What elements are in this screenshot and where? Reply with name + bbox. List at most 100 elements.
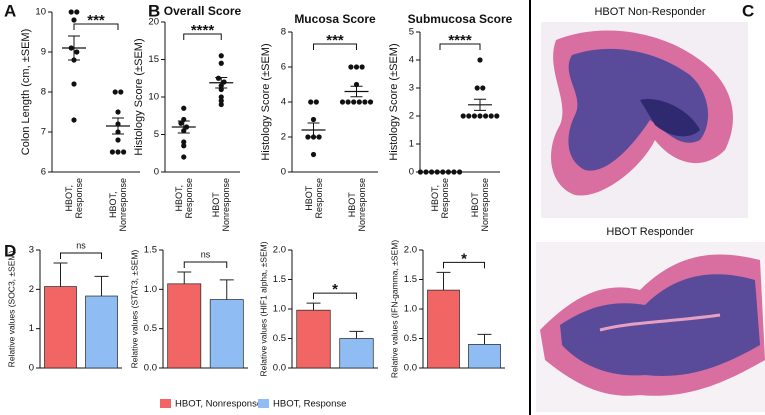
dot (218, 60, 224, 66)
y-tick-label: 1.5 (404, 274, 417, 285)
dot (115, 109, 121, 115)
legend-swatch (258, 399, 269, 408)
x-tick-label: HBOT, Response (173, 178, 194, 219)
y-tick-label: 2 (29, 284, 34, 295)
y-tick-label: 0 (281, 167, 286, 178)
x-tick-label: HBOT Response (303, 178, 324, 219)
error-bar (436, 271, 451, 291)
y-tick-label: 3 (409, 83, 414, 94)
y-tick-label: 2 (409, 111, 414, 122)
y-tick-label: 0 (29, 363, 34, 374)
dot (494, 113, 500, 119)
panel-label: A (4, 1, 16, 20)
y-tick-label: 8 (41, 87, 46, 98)
chart-title: Mucosa Score (294, 12, 376, 26)
dot (181, 105, 187, 111)
dot (483, 113, 489, 119)
y-tick-label: 15 (148, 54, 159, 65)
dot (112, 89, 118, 95)
bar (296, 309, 331, 369)
y-axis-label: Relative values (STAT3, ±SEM) (129, 250, 139, 369)
dot (460, 113, 466, 119)
dot (74, 49, 80, 55)
significance: **** (448, 32, 472, 49)
y-tick-label: 0.5 (404, 333, 417, 344)
significance-bracket (439, 43, 481, 50)
error-bar (94, 275, 109, 297)
y-tick-label: 8 (281, 27, 286, 38)
y-axis-label: Colon Length (cm, ±SEM) (20, 29, 32, 155)
dot (218, 53, 224, 59)
dot (109, 149, 115, 155)
dot (339, 99, 346, 105)
dot (218, 101, 224, 108)
x-tick-label: HBOT, Nonresponse (108, 178, 128, 232)
x-tick-label: HBOT Nonresponse (211, 178, 232, 232)
dot (353, 64, 360, 70)
error-bar (306, 302, 321, 311)
dot (74, 9, 80, 15)
dot (423, 169, 429, 175)
dot (218, 94, 224, 100)
image-title: HBOT Non-Responder (594, 6, 705, 18)
y-tick-label: 5 (154, 129, 159, 140)
dot (367, 99, 374, 105)
legend-label: HBOT, Response (273, 399, 346, 410)
dot (310, 151, 317, 158)
dot (115, 149, 121, 155)
dot (181, 139, 187, 145)
y-axis-label: Histology Score (±SEM) (388, 43, 400, 160)
dot (71, 117, 77, 123)
dot (362, 99, 368, 105)
dot (218, 98, 224, 104)
y-tick-label: 0.5 (273, 333, 286, 344)
panel-label: B (148, 1, 160, 20)
image-title: HBOT Responder (606, 226, 694, 238)
dot (348, 64, 354, 70)
histology-image (536, 22, 765, 412)
y-axis-label: Relative values (IFN-gamma, ±SEM) (389, 240, 399, 379)
dot (457, 169, 463, 175)
significance-bracket (313, 43, 357, 50)
error-bar (177, 271, 192, 284)
significance-bracket (60, 252, 102, 259)
significance: ns (76, 240, 86, 250)
legend-swatch (160, 399, 171, 408)
significance: **** (191, 22, 215, 39)
y-tick-label: 0.0 (273, 363, 286, 374)
dot (471, 113, 477, 119)
y-tick-label: 20 (148, 17, 159, 28)
y-tick-label: 9 (41, 47, 46, 58)
bar (44, 286, 77, 369)
dot (466, 113, 472, 119)
y-tick-label: 10 (35, 7, 46, 18)
dot (115, 137, 121, 143)
sem-bar (112, 117, 124, 135)
significance-bracket (183, 261, 228, 269)
dot (71, 81, 77, 87)
error-bar (477, 333, 492, 345)
chart-title: Overall Score (164, 4, 242, 18)
y-tick-label: 2.0 (273, 245, 286, 256)
significance: *** (87, 12, 105, 29)
sem-bar (307, 122, 320, 138)
dot (313, 99, 319, 105)
x-tick-label: HBOT Nonresponse (470, 178, 490, 232)
y-tick-label: 1.5 (273, 274, 286, 285)
dot (359, 64, 365, 70)
dot (488, 113, 494, 119)
bar (468, 344, 501, 369)
y-tick-label: 1 (409, 139, 414, 150)
legend-label: HBOT, Nonresponse (175, 399, 262, 410)
bar (427, 289, 460, 369)
sem-bar (177, 120, 190, 134)
y-tick-label: 2.0 (404, 245, 417, 256)
y-axis-label: Relative values (SOC3, ±SEM) (6, 251, 16, 368)
dot (417, 169, 423, 175)
dot (477, 113, 483, 119)
panel-label: C (742, 1, 754, 20)
y-tick-label: 0.0 (404, 363, 417, 374)
y-tick-label: 0 (154, 167, 159, 178)
